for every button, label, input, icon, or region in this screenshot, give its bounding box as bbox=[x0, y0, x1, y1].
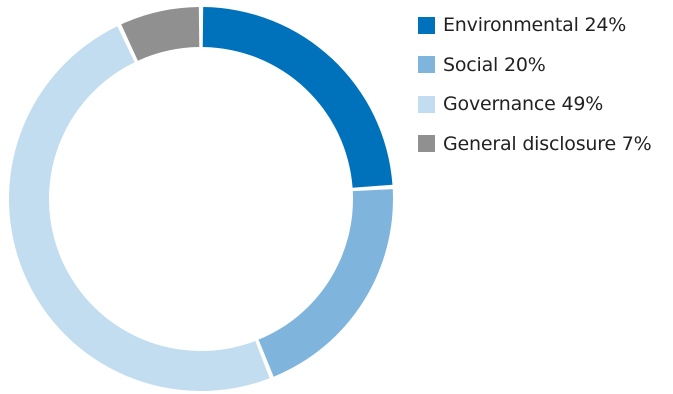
legend-label-environmental: Environmental 24% bbox=[443, 14, 627, 36]
legend-swatch-general-disclosure bbox=[418, 135, 435, 152]
legend-item-environmental: Environmental 24% bbox=[418, 14, 668, 36]
donut-chart bbox=[9, 7, 394, 391]
legend-label-social: Social 20% bbox=[443, 53, 546, 76]
legend-item-general-disclosure: General disclosure 7% bbox=[418, 133, 668, 155]
slice-general-disclosure bbox=[121, 7, 200, 61]
slice-social bbox=[258, 189, 394, 377]
donut-slices bbox=[9, 7, 394, 391]
legend-swatch-social bbox=[418, 56, 435, 73]
slice-environmental bbox=[202, 7, 393, 188]
chart-legend: Environmental 24% Social 20% Governance … bbox=[418, 14, 668, 172]
legend-swatch-environmental bbox=[418, 16, 435, 34]
legend-label-governance: Governance 49% bbox=[443, 93, 604, 115]
legend-item-governance: Governance 49% bbox=[418, 93, 668, 115]
legend-label-general-disclosure: General disclosure 7% bbox=[443, 132, 652, 155]
slice-governance bbox=[9, 26, 270, 391]
legend-item-social: Social 20% bbox=[418, 54, 668, 76]
legend-swatch-governance bbox=[418, 95, 435, 113]
